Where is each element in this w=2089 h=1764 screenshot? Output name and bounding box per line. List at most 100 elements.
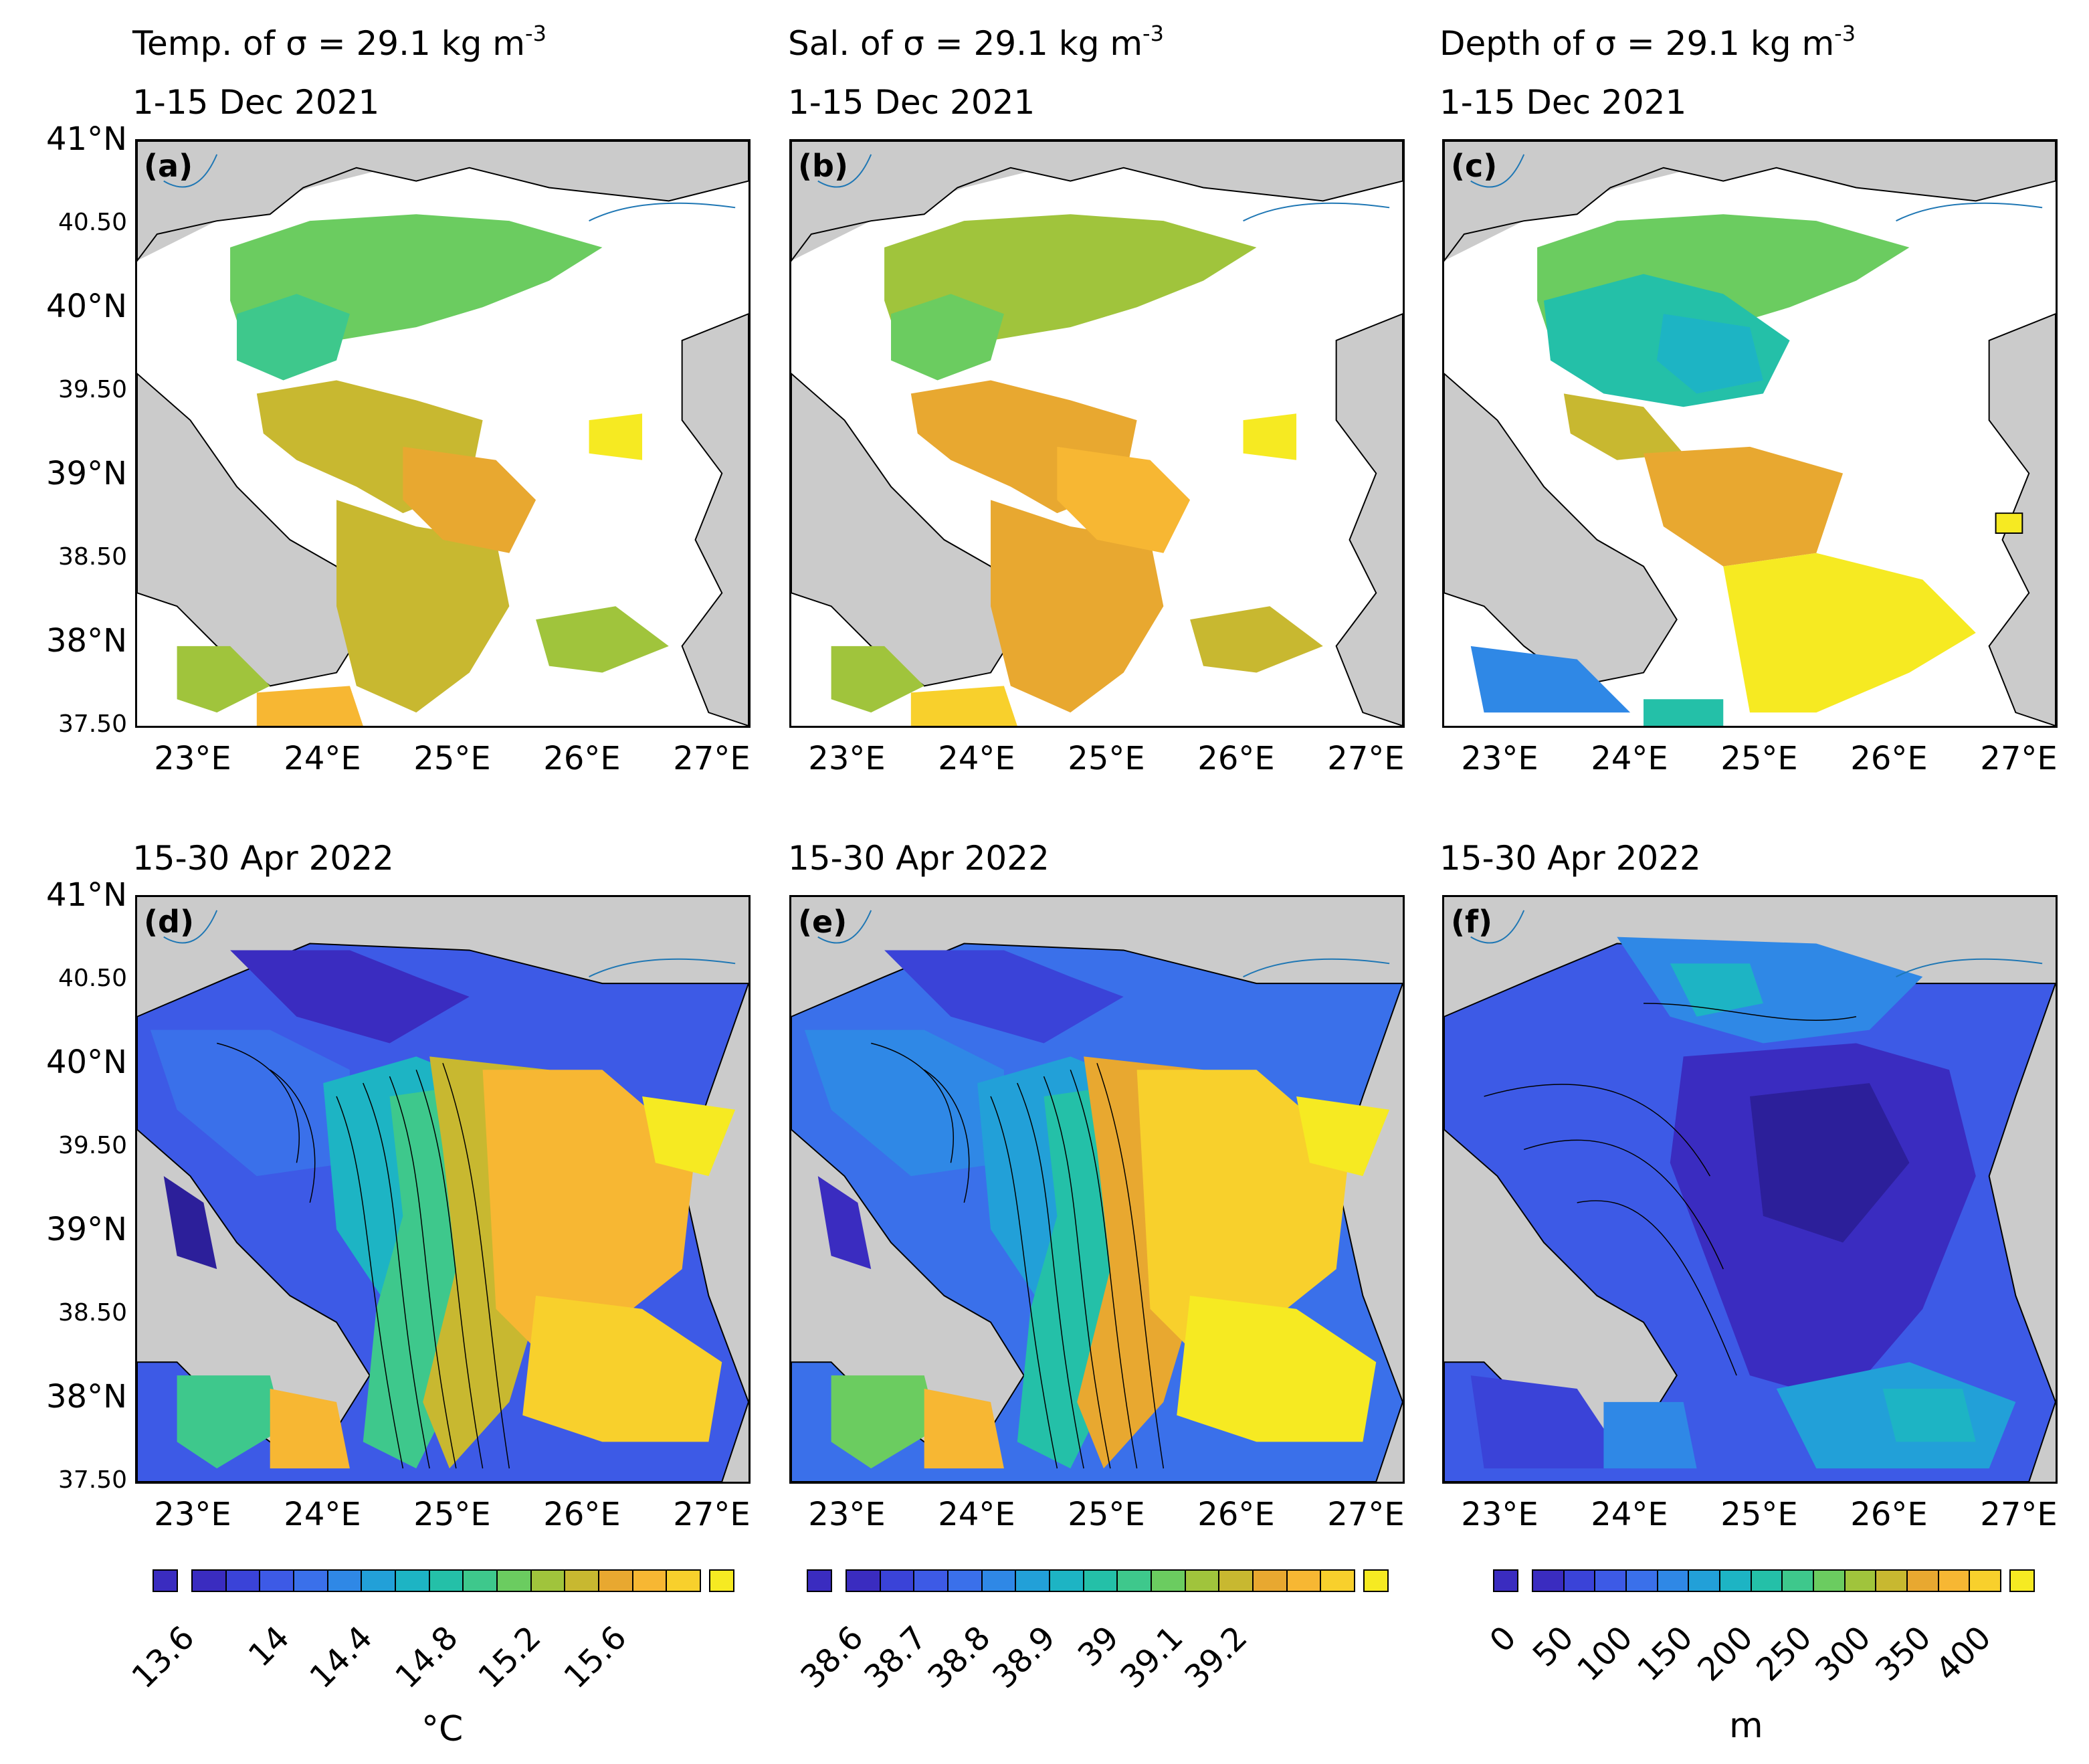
colorbar-segment bbox=[913, 1569, 949, 1592]
map-panel-e: (e) bbox=[789, 895, 1405, 1484]
map-f bbox=[1444, 897, 2056, 1482]
map-panel-c: (c) bbox=[1442, 139, 2058, 728]
lat-label: 39.50 bbox=[58, 1132, 127, 1159]
lon-label: 26°E bbox=[1197, 740, 1275, 777]
unit-temperature: °C bbox=[421, 1709, 464, 1749]
lat-label: 38°N bbox=[46, 1378, 127, 1415]
colorbar-segment bbox=[1532, 1569, 1565, 1592]
map-panel-f: (f) bbox=[1442, 895, 2058, 1484]
colorbar-segment bbox=[666, 1569, 701, 1592]
lon-label: 23°E bbox=[154, 740, 231, 777]
colorbar-segment bbox=[1625, 1569, 1658, 1592]
map-panel-b: (b) bbox=[789, 139, 1405, 728]
colorbar-segment bbox=[631, 1569, 668, 1592]
title-salinity: Sal. of σ = 29.1 kg m-3 bbox=[788, 21, 1164, 63]
colorbar-over bbox=[1363, 1569, 1389, 1592]
lat-label: 39°N bbox=[46, 1211, 127, 1248]
panel-label: (f) bbox=[1451, 904, 1493, 940]
lat-label: 39.50 bbox=[58, 376, 127, 403]
lon-label: 25°E bbox=[413, 1496, 491, 1533]
colorbar-segment bbox=[259, 1569, 294, 1592]
title-depth: Depth of σ = 29.1 kg m-3 bbox=[1439, 21, 1856, 63]
colorbar-segment bbox=[1781, 1569, 1814, 1592]
colorbar-segment bbox=[1688, 1569, 1720, 1592]
lon-label: 23°E bbox=[1461, 1496, 1538, 1533]
colorbar-segment bbox=[981, 1569, 1017, 1592]
colorbar-segment bbox=[496, 1569, 532, 1592]
colorbar-segment bbox=[1719, 1569, 1752, 1592]
lon-label: 24°E bbox=[1591, 740, 1668, 777]
lon-label: 27°E bbox=[1980, 740, 2058, 777]
colorbar-segment bbox=[1320, 1569, 1355, 1592]
lon-label: 25°E bbox=[1720, 740, 1798, 777]
lon-label: 26°E bbox=[543, 740, 621, 777]
period-f: 15-30 Apr 2022 bbox=[1439, 839, 1701, 878]
panel-label: (e) bbox=[798, 904, 848, 940]
colorbar-temperature bbox=[153, 1569, 734, 1592]
title-temperature: Temp. of σ = 29.1 kg m-3 bbox=[132, 21, 546, 63]
period-e: 15-30 Apr 2022 bbox=[788, 839, 1050, 878]
map-c bbox=[1444, 141, 2056, 726]
lon-label: 27°E bbox=[1980, 1496, 2058, 1533]
period-a: 1-15 Dec 2021 bbox=[132, 83, 380, 122]
colorbar-segment bbox=[191, 1569, 227, 1592]
colorbar-segment bbox=[598, 1569, 633, 1592]
lon-label: 23°E bbox=[1461, 740, 1538, 777]
unit-depth: m bbox=[1729, 1706, 1763, 1746]
colorbar-segment bbox=[1969, 1569, 2001, 1592]
colorbar-segment bbox=[462, 1569, 498, 1592]
colorbar-segment bbox=[879, 1569, 915, 1592]
lat-label: 39°N bbox=[46, 455, 127, 492]
lon-label: 26°E bbox=[1197, 1496, 1275, 1533]
map-a bbox=[137, 141, 749, 726]
lon-label: 24°E bbox=[938, 740, 1015, 777]
lon-label: 25°E bbox=[1068, 740, 1145, 777]
panel-label: (c) bbox=[1451, 148, 1498, 184]
lat-label: 37.50 bbox=[58, 710, 127, 738]
map-panel-d: (d) bbox=[135, 895, 751, 1484]
colorbar-segment bbox=[947, 1569, 983, 1592]
lat-label: 41°N bbox=[46, 120, 127, 158]
map-panel-a: (a) bbox=[135, 139, 751, 728]
colorbar-segment bbox=[361, 1569, 396, 1592]
colorbar-segment bbox=[1082, 1569, 1118, 1592]
colorbar-segment bbox=[1750, 1569, 1783, 1592]
colorbar-segment bbox=[1875, 1569, 1908, 1592]
panel-label: (b) bbox=[798, 148, 848, 184]
lat-label: 40.50 bbox=[58, 965, 127, 992]
lat-label: 37.50 bbox=[58, 1466, 127, 1494]
colorbar-segment bbox=[1594, 1569, 1627, 1592]
lon-label: 25°E bbox=[1720, 1496, 1798, 1533]
colorbar-over bbox=[2009, 1569, 2035, 1592]
colorbar-under bbox=[1493, 1569, 1518, 1592]
lon-label: 24°E bbox=[284, 740, 361, 777]
lon-label: 23°E bbox=[808, 1496, 886, 1533]
colorbar-segment bbox=[1252, 1569, 1288, 1592]
lon-label: 27°E bbox=[1327, 740, 1405, 777]
colorbar-segment bbox=[564, 1569, 599, 1592]
colorbar-over bbox=[709, 1569, 734, 1592]
map-b bbox=[791, 141, 1403, 726]
lon-label: 24°E bbox=[1591, 1496, 1668, 1533]
lat-label: 40°N bbox=[46, 1044, 127, 1081]
lon-label: 23°E bbox=[808, 740, 886, 777]
colorbar-segment bbox=[1563, 1569, 1596, 1592]
map-d bbox=[137, 897, 749, 1482]
colorbar-segment bbox=[326, 1569, 363, 1592]
colorbar-segment bbox=[1184, 1569, 1220, 1592]
period-d: 15-30 Apr 2022 bbox=[132, 839, 394, 878]
colorbar-segment bbox=[1286, 1569, 1322, 1592]
lat-label: 41°N bbox=[46, 876, 127, 914]
colorbar-segment bbox=[1116, 1569, 1152, 1592]
colorbar-under bbox=[807, 1569, 832, 1592]
colorbar-segment bbox=[293, 1569, 328, 1592]
lat-label: 38.50 bbox=[58, 1299, 127, 1327]
colorbar-salinity bbox=[807, 1569, 1389, 1592]
colorbar-segment bbox=[845, 1569, 881, 1592]
lat-label: 38°N bbox=[46, 622, 127, 660]
lon-label: 27°E bbox=[673, 740, 751, 777]
colorbar-segment bbox=[1218, 1569, 1254, 1592]
lon-label: 27°E bbox=[673, 1496, 751, 1533]
lon-label: 24°E bbox=[938, 1496, 1015, 1533]
colorbar-segment bbox=[1151, 1569, 1186, 1592]
